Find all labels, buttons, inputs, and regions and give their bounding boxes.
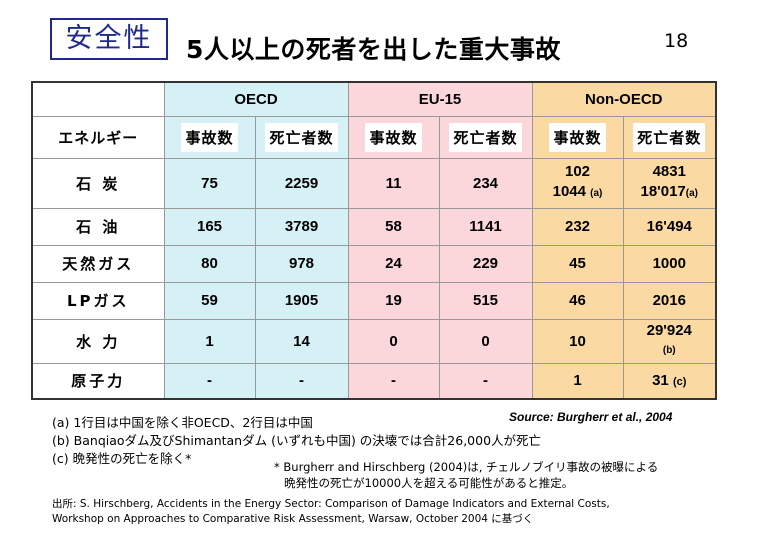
cell-line: 29'924 <box>646 322 692 339</box>
table-row-oil: 石 油 165 3789 58 1141 232 16'494 <box>31 207 717 246</box>
cell-line: 18'017(a) <box>640 183 698 200</box>
cell: 234 <box>438 157 533 209</box>
cell-line: 1044 (a) <box>552 183 603 200</box>
asterisk-line-1: * Burgherr and Hirschberg (2004)は, チェルノブ… <box>274 460 659 474</box>
cell: 978 <box>254 244 349 283</box>
accident-table: OECD EU-15 Non-OECD エネルギー 事故数 死亡者数 事故数 死… <box>31 81 717 400</box>
citation-line-2: Workshop on Approaches to Comparative Ri… <box>52 513 534 525</box>
footnote-b: (b) Banqiaoダム及びShimantanダム (いずれも中国) の決壊で… <box>52 433 542 448</box>
footnote-marker: (a) <box>590 188 603 199</box>
sub-header-oecd-deaths: 死亡者数 <box>265 122 338 152</box>
sub-header-non-deaths: 死亡者数 <box>633 122 706 152</box>
cell: 1 <box>163 318 256 364</box>
group-oecd: OECD <box>163 81 349 117</box>
page-number: 18 <box>664 30 689 52</box>
cell: 16'494 <box>622 207 717 246</box>
cell: 0 <box>347 318 440 364</box>
cell: 229 <box>438 244 533 283</box>
cell: 3789 <box>254 207 349 246</box>
footnote-c: (c) 晩発性の死亡を除く* <box>52 451 192 466</box>
energy-header: エネルギー <box>31 115 165 159</box>
cell: 1000 <box>622 244 717 283</box>
cell: 59 <box>163 281 256 320</box>
cell: - <box>254 362 349 400</box>
section-tag: 安全性 <box>50 18 168 60</box>
group-non-oecd: Non-OECD <box>531 81 717 117</box>
cell: 2259 <box>254 157 349 209</box>
sub-header-eu-deaths: 死亡者数 <box>449 122 522 152</box>
table-row-natural-gas: 天然ガス 80 978 24 229 45 1000 <box>31 244 717 283</box>
table-row-nuclear: 原子力 - - - - 1 31 (c) <box>31 362 717 400</box>
asterisk-line-2: 晩発性の死亡が10000人を超える可能性があると推定。 <box>284 476 574 490</box>
cell: 80 <box>163 244 256 283</box>
page-title: 5人以上の死者を出した重大事故 <box>186 35 561 64</box>
cell: 14 <box>254 318 349 364</box>
cell: 31 (c) <box>622 362 717 400</box>
sub-header-row: エネルギー 事故数 死亡者数 事故数 死亡者数 事故数 死亡者数 <box>31 115 717 159</box>
group-header-row: OECD EU-15 Non-OECD <box>31 81 717 117</box>
row-label: 水 力 <box>31 318 165 364</box>
row-label: 天然ガス <box>31 244 165 283</box>
table-row-coal: 石 炭 75 2259 11 234 102 1044 (a) 4831 18'… <box>31 157 717 209</box>
row-label: 原子力 <box>31 362 165 400</box>
row-label: 石 炭 <box>31 157 165 209</box>
cell: - <box>438 362 533 400</box>
table-row-hydro: 水 力 1 14 0 0 10 29'924 (b) <box>31 318 717 364</box>
cell: 1141 <box>438 207 533 246</box>
cell: 1 <box>531 362 624 400</box>
cell: 19 <box>347 281 440 320</box>
cell: 232 <box>531 207 624 246</box>
cell: 10 <box>531 318 624 364</box>
sub-header-non-accidents: 事故数 <box>549 122 606 152</box>
footnote-a: (a) 1行目は中国を除く非OECD、2行目は中国 <box>52 415 313 430</box>
cell: 1905 <box>254 281 349 320</box>
cell: 11 <box>347 157 440 209</box>
corner-cell <box>31 81 165 117</box>
citation: 出所: S. Hirschberg, Accidents in the Ener… <box>52 497 610 527</box>
footnote-marker: (c) <box>672 376 687 389</box>
cell: - <box>163 362 256 400</box>
cell: 29'924 (b) <box>622 318 717 364</box>
cell: 45 <box>531 244 624 283</box>
group-eu15: EU-15 <box>347 81 533 117</box>
row-label: 石 油 <box>31 207 165 246</box>
cell: 4831 18'017(a) <box>622 157 717 209</box>
cell: - <box>347 362 440 400</box>
cell: 46 <box>531 281 624 320</box>
footnote-marker: (b) <box>662 345 676 356</box>
cell-line: 102 <box>564 163 591 180</box>
cell: 515 <box>438 281 533 320</box>
citation-line-1: 出所: S. Hirschberg, Accidents in the Ener… <box>52 498 610 510</box>
cell: 165 <box>163 207 256 246</box>
footnotes: (a) 1行目は中国を除く非OECD、2行目は中国 (b) Banqiaoダム及… <box>52 414 541 468</box>
cell: 2016 <box>622 281 717 320</box>
cell-line: 4831 <box>652 163 686 180</box>
cell: 58 <box>347 207 440 246</box>
sub-header-eu-accidents: 事故数 <box>365 122 422 152</box>
cell: 75 <box>163 157 256 209</box>
cell: 0 <box>438 318 533 364</box>
asterisk-note: * Burgherr and Hirschberg (2004)は, チェルノブ… <box>274 459 658 491</box>
source-note: Source: Burgherr et al., 2004 <box>509 410 673 424</box>
sub-header-oecd-accidents: 事故数 <box>181 122 238 152</box>
row-label: LPガス <box>31 281 165 320</box>
cell: 102 1044 (a) <box>531 157 624 209</box>
cell: 24 <box>347 244 440 283</box>
table-row-lpg: LPガス 59 1905 19 515 46 2016 <box>31 281 717 320</box>
footnote-marker: (a) <box>685 188 698 199</box>
